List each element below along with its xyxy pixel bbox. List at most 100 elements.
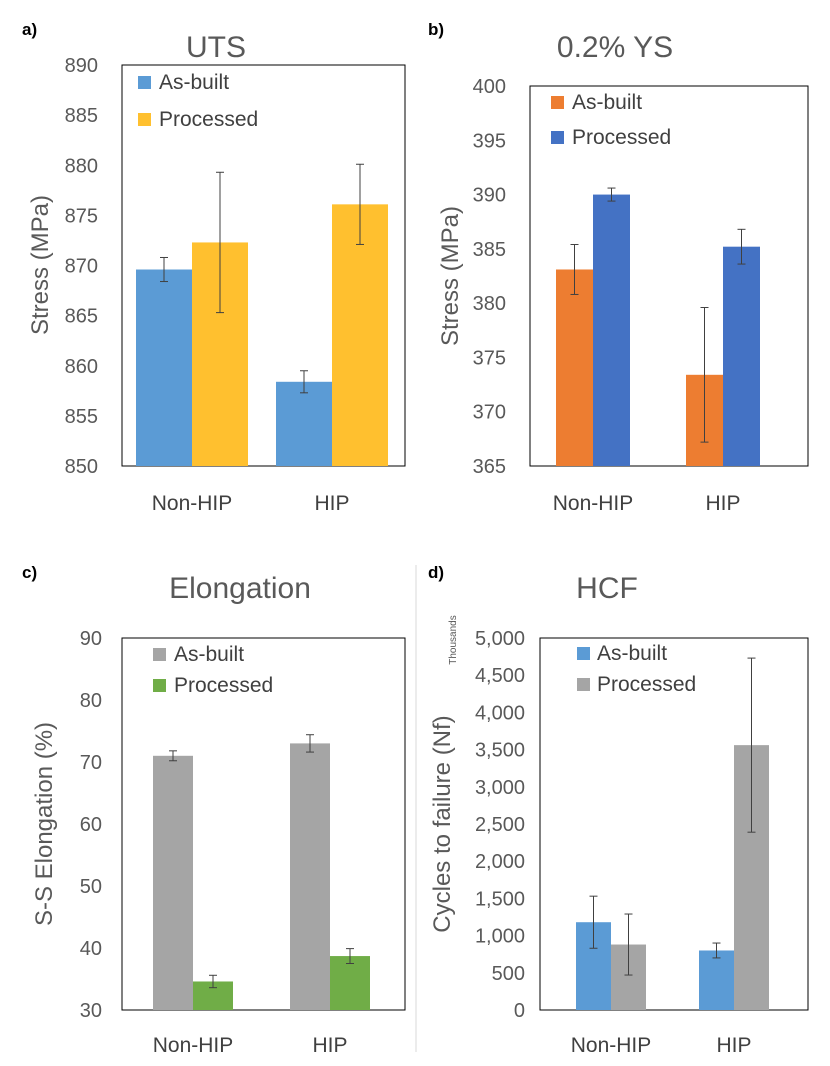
y-tick-label: 40 bbox=[80, 938, 102, 960]
y-tick-label: 50 bbox=[80, 876, 102, 898]
y-tick-label: 395 bbox=[473, 130, 506, 152]
legend-label: Processed bbox=[597, 673, 696, 696]
y-tick-label: 870 bbox=[65, 256, 98, 278]
y-tick-label: 1,500 bbox=[475, 888, 525, 910]
x-category-label: HIP bbox=[314, 492, 349, 515]
bar-processed-hip bbox=[330, 956, 370, 1010]
y-tick-label: 875 bbox=[65, 205, 98, 227]
plot-area bbox=[121, 64, 406, 467]
y-tick-label: 385 bbox=[473, 239, 506, 261]
bar-as-built-hip bbox=[699, 950, 734, 1010]
chart-title: UTS bbox=[186, 31, 246, 64]
legend-swatch bbox=[551, 96, 564, 109]
chart-title: 0.2% YS bbox=[557, 31, 673, 64]
error-bar bbox=[169, 750, 177, 762]
error-bar bbox=[607, 187, 616, 202]
x-category-label: Non-HIP bbox=[553, 492, 634, 515]
legend-label: As-built bbox=[572, 91, 642, 114]
legend-item: Processed bbox=[551, 126, 671, 149]
x-category-label: Non-HIP bbox=[571, 1034, 652, 1057]
error-bar bbox=[570, 244, 579, 295]
legend-item: As-built bbox=[153, 643, 244, 666]
legend-swatch bbox=[153, 679, 166, 692]
legend-item: Processed bbox=[138, 108, 258, 131]
chart-yield-strength: b) 0.2% YS Stress (MPa) 365 370 375 380 385 390 3… bbox=[428, 20, 809, 515]
x-category-label: Non-HIP bbox=[152, 492, 233, 515]
y-tick-label: 375 bbox=[473, 347, 506, 369]
bar-as-built-non-hip bbox=[136, 269, 192, 466]
y-tick-label: 880 bbox=[65, 155, 98, 177]
bar-as-built-hip bbox=[276, 381, 332, 466]
legend-item: Processed bbox=[153, 674, 273, 697]
y-tick-label: 885 bbox=[65, 105, 98, 127]
y-tick-label: 380 bbox=[473, 293, 506, 315]
y-axis-label: Cycles to failure (Nf) bbox=[429, 715, 456, 932]
legend-label: As-built bbox=[159, 71, 229, 94]
error-bar bbox=[700, 306, 709, 443]
y-tick-label: 855 bbox=[65, 406, 98, 428]
x-category-label: HIP bbox=[705, 492, 740, 515]
error-bar bbox=[300, 370, 308, 394]
y-tick-label: 80 bbox=[80, 690, 102, 712]
chart-title: Elongation bbox=[169, 572, 311, 605]
plot-area bbox=[121, 637, 406, 1011]
bar-processed-hip bbox=[723, 246, 760, 466]
legend-item: As-built bbox=[551, 91, 642, 114]
y-tick-label: 390 bbox=[473, 185, 506, 207]
y-tick-label: 850 bbox=[65, 456, 98, 478]
panel-label: a) bbox=[22, 20, 37, 39]
y-axis-label: Stress (MPa) bbox=[437, 206, 464, 346]
bar-as-built-non-hip bbox=[153, 755, 193, 1010]
panel-label: d) bbox=[428, 563, 444, 582]
plot-area bbox=[539, 637, 809, 1011]
y-tick-label: 5,000 bbox=[475, 628, 525, 650]
legend-swatch bbox=[138, 76, 151, 89]
chart-uts: a) UTS Stress (MPa) 850 855 860 865 870 875 880 88… bbox=[22, 20, 406, 515]
chart-elongation: c) Elongation S-S Elongation (%) 30 40 50 60 70… bbox=[22, 563, 406, 1057]
legend-label: Processed bbox=[159, 108, 258, 131]
y-tick-label: 860 bbox=[65, 356, 98, 378]
error-bar bbox=[356, 163, 364, 245]
legend-swatch bbox=[577, 647, 590, 660]
y-tick-label: 3,500 bbox=[475, 740, 525, 762]
legend-swatch bbox=[138, 113, 151, 126]
bar-as-built-hip bbox=[290, 743, 330, 1010]
y-tick-label: 70 bbox=[80, 752, 102, 774]
error-bar bbox=[589, 895, 598, 949]
y-tick-label: 1,000 bbox=[475, 926, 525, 948]
bar-processed-hip bbox=[332, 204, 388, 466]
error-bar bbox=[160, 256, 168, 283]
y-tick-label: 865 bbox=[65, 306, 98, 328]
bar-as-built-non-hip bbox=[556, 269, 593, 466]
error-bar bbox=[306, 734, 314, 753]
y-tick-label: 2,500 bbox=[475, 814, 525, 836]
y-tick-label: 3,000 bbox=[475, 777, 525, 799]
bar-processed-non-hip bbox=[593, 194, 630, 467]
y-tick-label: 370 bbox=[473, 402, 506, 424]
error-bar bbox=[216, 171, 224, 314]
y-tick-label: 60 bbox=[80, 814, 102, 836]
panel-label: c) bbox=[22, 563, 37, 582]
error-bar bbox=[209, 974, 217, 989]
legend-swatch bbox=[577, 678, 590, 691]
legend-label: As-built bbox=[174, 643, 244, 666]
legend-swatch bbox=[153, 648, 166, 661]
plot-area bbox=[529, 85, 809, 467]
y-tick-label: 890 bbox=[65, 55, 98, 77]
error-bar bbox=[712, 942, 721, 959]
x-category-label: Non-HIP bbox=[153, 1034, 234, 1057]
legend-item: As-built bbox=[577, 642, 667, 665]
chart-hcf: d) HCF Cycles to failure (Nf) Thousands 0 500… bbox=[428, 563, 809, 1057]
y-tick-label: 500 bbox=[492, 963, 525, 985]
y-tick-label: 30 bbox=[80, 1000, 102, 1022]
error-bar bbox=[737, 228, 746, 265]
y-tick-label: 400 bbox=[473, 76, 506, 98]
y-tick-label: 365 bbox=[473, 456, 506, 478]
panel-label: b) bbox=[428, 20, 444, 39]
legend-label: Processed bbox=[174, 674, 273, 697]
x-category-label: HIP bbox=[312, 1034, 347, 1057]
error-bar bbox=[747, 657, 756, 833]
y-tick-label: 4,000 bbox=[475, 702, 525, 724]
legend-item: As-built bbox=[138, 71, 229, 94]
